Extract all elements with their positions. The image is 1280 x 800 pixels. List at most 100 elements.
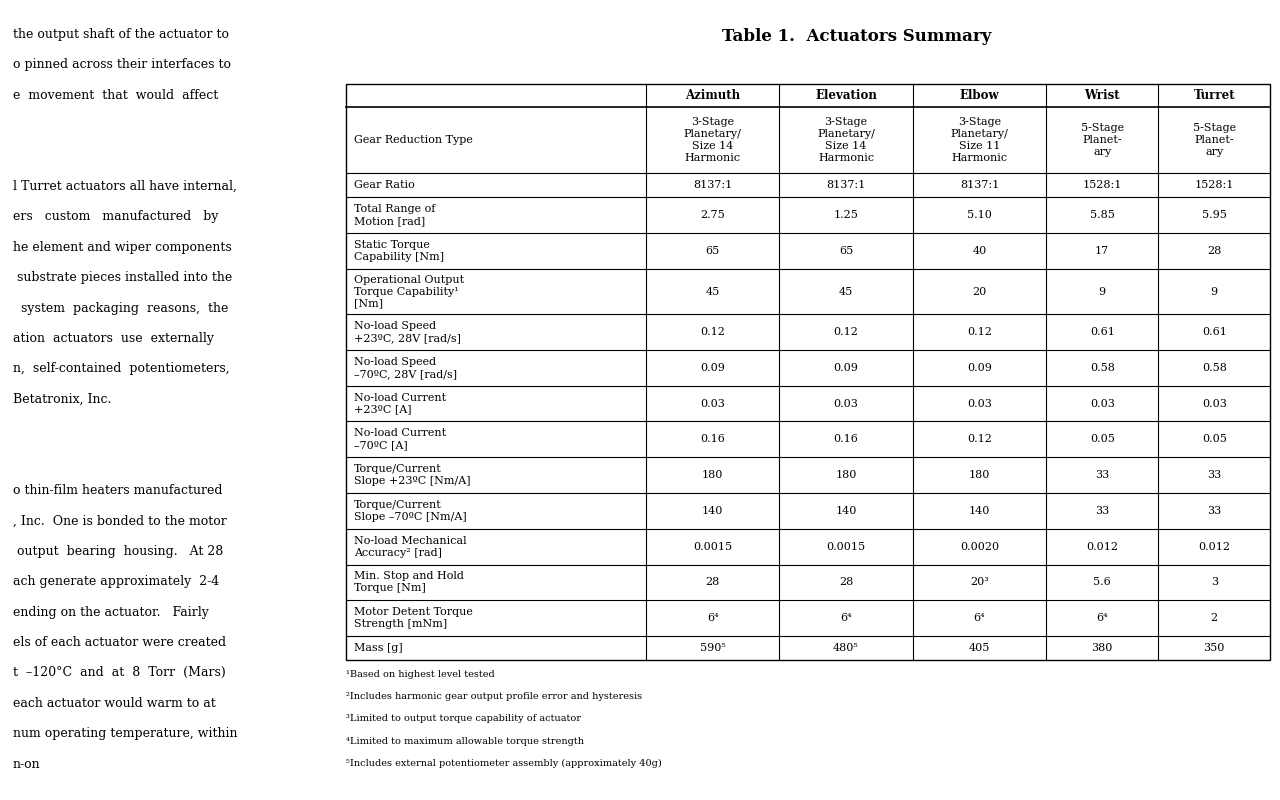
Text: substrate pieces installed into the: substrate pieces installed into the <box>13 271 232 284</box>
Text: 0.58: 0.58 <box>1202 363 1226 373</box>
Text: 33: 33 <box>1096 506 1110 516</box>
Text: 9: 9 <box>1211 286 1217 297</box>
Text: num operating temperature, within: num operating temperature, within <box>13 727 237 740</box>
Text: 0.09: 0.09 <box>966 363 992 373</box>
Text: 180: 180 <box>701 470 723 480</box>
Text: output  bearing  housing.   At 28: output bearing housing. At 28 <box>13 545 223 558</box>
Text: 0.012: 0.012 <box>1198 542 1230 552</box>
Text: 0.58: 0.58 <box>1089 363 1115 373</box>
Text: 3-Stage
Planetary/
Size 14
Harmonic: 3-Stage Planetary/ Size 14 Harmonic <box>817 117 876 163</box>
Text: Elevation: Elevation <box>815 89 877 102</box>
Text: 0.05: 0.05 <box>1089 434 1115 444</box>
Text: 5.6: 5.6 <box>1093 578 1111 587</box>
Text: Static Torque
Capability [Nm]: Static Torque Capability [Nm] <box>355 240 444 262</box>
Text: Elbow: Elbow <box>960 89 1000 102</box>
Text: 590⁵: 590⁵ <box>700 643 726 653</box>
Text: Mass [g]: Mass [g] <box>355 643 403 653</box>
Text: 180: 180 <box>836 470 856 480</box>
Text: 350: 350 <box>1203 643 1225 653</box>
Text: Torque/Current
Slope +23ºC [Nm/A]: Torque/Current Slope +23ºC [Nm/A] <box>355 464 471 486</box>
Text: Operational Output
Torque Capability¹
[Nm]: Operational Output Torque Capability¹ [N… <box>355 274 465 309</box>
Text: 0.0015: 0.0015 <box>692 542 732 552</box>
Text: 2: 2 <box>1211 614 1217 623</box>
Text: Table 1.  Actuators Summary: Table 1. Actuators Summary <box>722 28 991 45</box>
Text: 8137:1: 8137:1 <box>692 180 732 190</box>
Text: 480⁵: 480⁵ <box>833 643 859 653</box>
Text: 20: 20 <box>973 286 987 297</box>
Text: 0.12: 0.12 <box>966 327 992 337</box>
Text: No-load Mechanical
Accuracy² [rad]: No-load Mechanical Accuracy² [rad] <box>355 536 467 558</box>
Text: ⁴Limited to maximum allowable torque strength: ⁴Limited to maximum allowable torque str… <box>347 737 584 746</box>
Text: els of each actuator were created: els of each actuator were created <box>13 636 225 649</box>
Text: 0.03: 0.03 <box>833 398 859 409</box>
Text: 0.03: 0.03 <box>700 398 724 409</box>
Text: 3-Stage
Planetary/
Size 14
Harmonic: 3-Stage Planetary/ Size 14 Harmonic <box>684 117 741 163</box>
Text: 5.85: 5.85 <box>1089 210 1115 220</box>
Text: 9: 9 <box>1098 286 1106 297</box>
Text: 0.61: 0.61 <box>1089 327 1115 337</box>
Text: 5.10: 5.10 <box>966 210 992 220</box>
Text: o pinned across their interfaces to: o pinned across their interfaces to <box>13 58 230 71</box>
Text: n-on: n-on <box>13 758 41 770</box>
Text: 0.05: 0.05 <box>1202 434 1226 444</box>
Text: 5-Stage
Planet-
ary: 5-Stage Planet- ary <box>1193 123 1236 157</box>
Text: 28: 28 <box>838 578 854 587</box>
Text: Torque/Current
Slope –70ºC [Nm/A]: Torque/Current Slope –70ºC [Nm/A] <box>355 500 467 522</box>
Text: 1528:1: 1528:1 <box>1083 180 1121 190</box>
Text: he element and wiper components: he element and wiper components <box>13 241 232 254</box>
Text: 6⁴: 6⁴ <box>707 614 718 623</box>
Text: No-load Current
+23ºC [A]: No-load Current +23ºC [A] <box>355 393 447 414</box>
Text: t  –120°C  and  at  8  Torr  (Mars): t –120°C and at 8 Torr (Mars) <box>13 666 225 679</box>
Text: 0.03: 0.03 <box>1089 398 1115 409</box>
Text: 0.09: 0.09 <box>833 363 859 373</box>
Text: ers   custom   manufactured   by: ers custom manufactured by <box>13 210 218 223</box>
Text: No-load Speed
–70ºC, 28V [rad/s]: No-load Speed –70ºC, 28V [rad/s] <box>355 357 457 379</box>
Text: 6⁴: 6⁴ <box>1097 614 1108 623</box>
Text: 8137:1: 8137:1 <box>960 180 1000 190</box>
Text: 20³: 20³ <box>970 578 989 587</box>
Text: 1.25: 1.25 <box>833 210 859 220</box>
Text: 3-Stage
Planetary/
Size 11
Harmonic: 3-Stage Planetary/ Size 11 Harmonic <box>951 117 1009 163</box>
Text: , Inc.  One is bonded to the motor: , Inc. One is bonded to the motor <box>13 514 227 527</box>
Text: Turret: Turret <box>1193 89 1235 102</box>
Text: 33: 33 <box>1096 470 1110 480</box>
Text: 0.09: 0.09 <box>700 363 724 373</box>
Text: Min. Stop and Hold
Torque [Nm]: Min. Stop and Hold Torque [Nm] <box>355 571 463 594</box>
Text: 0.16: 0.16 <box>833 434 859 444</box>
Text: 28: 28 <box>705 578 719 587</box>
Text: system  packaging  reasons,  the: system packaging reasons, the <box>13 302 228 314</box>
Text: 33: 33 <box>1207 506 1221 516</box>
Text: 2.75: 2.75 <box>700 210 724 220</box>
Text: 45: 45 <box>838 286 854 297</box>
Text: e  movement  that  would  affect: e movement that would affect <box>13 89 218 102</box>
Text: 0.012: 0.012 <box>1087 542 1119 552</box>
Text: Total Range of
Motion [rad]: Total Range of Motion [rad] <box>355 204 435 226</box>
Text: ation  actuators  use  externally: ation actuators use externally <box>13 332 214 345</box>
Text: 140: 140 <box>701 506 723 516</box>
Text: 0.0020: 0.0020 <box>960 542 998 552</box>
Text: Motor Detent Torque
Strength [mNm]: Motor Detent Torque Strength [mNm] <box>355 607 472 630</box>
Text: 6⁴: 6⁴ <box>840 614 852 623</box>
Text: No-load Speed
+23ºC, 28V [rad/s]: No-load Speed +23ºC, 28V [rad/s] <box>355 321 461 343</box>
Text: 180: 180 <box>969 470 991 480</box>
Text: Wrist: Wrist <box>1084 89 1120 102</box>
Text: ending on the actuator.   Fairly: ending on the actuator. Fairly <box>13 606 209 618</box>
Text: n,  self-contained  potentiometers,: n, self-contained potentiometers, <box>13 362 229 375</box>
Text: ⁵Includes external potentiometer assembly (approximately 40g): ⁵Includes external potentiometer assembl… <box>347 759 662 768</box>
Text: 65: 65 <box>838 246 854 256</box>
Text: Azimuth: Azimuth <box>685 89 740 102</box>
Text: 0.0015: 0.0015 <box>827 542 865 552</box>
Text: ach generate approximately  2-4: ach generate approximately 2-4 <box>13 575 219 588</box>
Text: 140: 140 <box>969 506 991 516</box>
Text: 1528:1: 1528:1 <box>1194 180 1234 190</box>
Text: Betatronix, Inc.: Betatronix, Inc. <box>13 393 111 406</box>
Text: 0.03: 0.03 <box>966 398 992 409</box>
Text: ¹Based on highest level tested: ¹Based on highest level tested <box>347 670 495 678</box>
Bar <box>347 84 1270 660</box>
Text: ³Limited to output torque capability of actuator: ³Limited to output torque capability of … <box>347 714 581 723</box>
Text: 0.16: 0.16 <box>700 434 724 444</box>
Text: No-load Current
–70ºC [A]: No-load Current –70ºC [A] <box>355 428 447 450</box>
Text: Gear Ratio: Gear Ratio <box>355 180 415 190</box>
Text: ²Includes harmonic gear output profile error and hysteresis: ²Includes harmonic gear output profile e… <box>347 692 643 701</box>
Text: Gear Reduction Type: Gear Reduction Type <box>355 135 472 145</box>
